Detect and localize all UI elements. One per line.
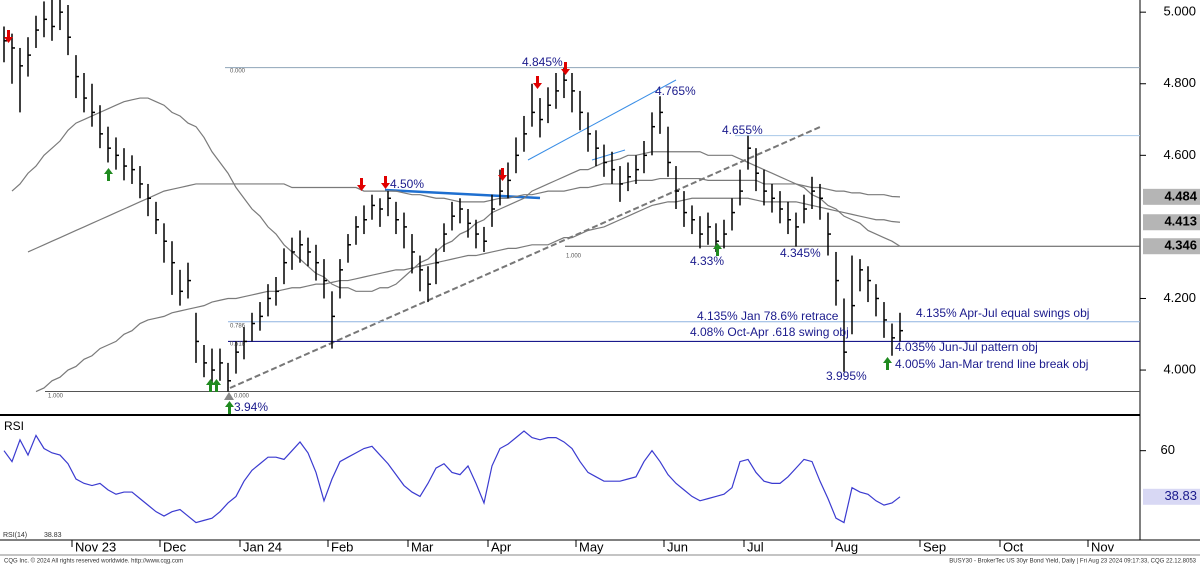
fib-label: 1.000 <box>566 254 582 260</box>
annotation: 3.995% <box>826 369 867 383</box>
x-tick-label: Aug <box>835 539 858 554</box>
x-tick-label: Mar <box>411 539 434 554</box>
moving-average <box>27 177 901 253</box>
fib-label: 0.000 <box>234 394 250 400</box>
annotation: 4.135% Jan 78.6% retrace <box>697 309 839 323</box>
price-box-label: 4.484 <box>1164 188 1197 203</box>
annotation: 4.655% <box>722 123 763 137</box>
buy-arrows <box>104 168 892 414</box>
fib-label: 0.786 <box>230 324 246 330</box>
y-tick-label: 4.800 <box>1163 75 1196 90</box>
axes: 4.000 4.200 4.600 4.800 5.000 60 Nov 23 Dec Jan … <box>3 4 1200 554</box>
y-tick-label: 4.600 <box>1163 147 1196 162</box>
x-tick-label: Nov <box>1091 539 1115 554</box>
annotation: 4.135% Apr-Jul equal swings obj <box>916 306 1089 320</box>
rsi-box <box>1143 488 1200 505</box>
price-box-label: 4.413 <box>1164 214 1197 229</box>
price-box <box>1143 214 1200 231</box>
y-tick-label: 5.000 <box>1163 4 1196 19</box>
x-tick-label: Nov 23 <box>75 539 116 554</box>
rsi-tick-label: 60 <box>1161 442 1175 457</box>
annotation: 4.765% <box>655 84 696 98</box>
annotation: 3.94% <box>234 400 268 414</box>
x-tick-label: Sep <box>923 539 946 554</box>
rsi-box-label: 38.83 <box>1164 488 1197 503</box>
marker <box>224 392 234 400</box>
annotation: 4.33% <box>690 254 724 268</box>
annotation: 4.845% <box>522 55 563 69</box>
x-tick-label: Jul <box>747 539 764 554</box>
channel-line <box>527 79 677 161</box>
annotations: 4.845% 4.765% 4.655% 4.50% 4.33% 4.345% 3.94% 3… <box>4 30 1089 414</box>
x-tick-label: Dec <box>163 539 187 554</box>
rsi-line <box>3 430 901 524</box>
price-panel: 0.000 1.000 0.786 0.618 1.000 0.000 <box>3 0 1140 400</box>
fib-label: 0.000 <box>230 69 246 75</box>
moving-average <box>35 197 901 393</box>
rsi-legend: RSI(14) <box>3 532 27 539</box>
sell-arrows <box>4 30 570 191</box>
rsi-panel <box>3 430 901 524</box>
fib-label: 0.618 <box>230 342 246 348</box>
moving-average <box>11 97 901 292</box>
fib-label: 1.000 <box>48 394 64 400</box>
price-box-label: 4.346 <box>1164 238 1197 253</box>
rsi-title: RSI <box>4 419 24 433</box>
price-box <box>1143 188 1200 205</box>
annotation: 4.08% Oct-Apr .618 swing obj <box>690 325 849 339</box>
y-tick-label: 4.000 <box>1163 361 1196 376</box>
annotation: 4.50% <box>390 177 424 191</box>
rsi-legend-value: 38.83 <box>44 532 62 539</box>
x-tick-label: Oct <box>1003 539 1024 554</box>
price-box <box>1143 238 1200 255</box>
annotation: 4.345% <box>780 246 821 260</box>
annotation: 4.035% Jun-Jul pattern obj <box>895 340 1038 354</box>
y-tick-label: 4.200 <box>1163 290 1196 305</box>
footer-right: BUSY30 - BrokerTec US 30yr Bond Yield, D… <box>949 559 1196 565</box>
x-tick-label: May <box>579 539 604 554</box>
channel-line <box>591 149 626 161</box>
x-tick-label: Jan 24 <box>243 539 282 554</box>
x-tick-label: Jun <box>667 539 688 554</box>
footer-left: CQG Inc. © 2024 All rights reserved worl… <box>4 558 183 565</box>
annotation: 4.005% Jan-Mar trend line break obj <box>895 357 1088 371</box>
x-tick-label: Apr <box>491 539 512 554</box>
x-tick-label: Feb <box>331 539 353 554</box>
